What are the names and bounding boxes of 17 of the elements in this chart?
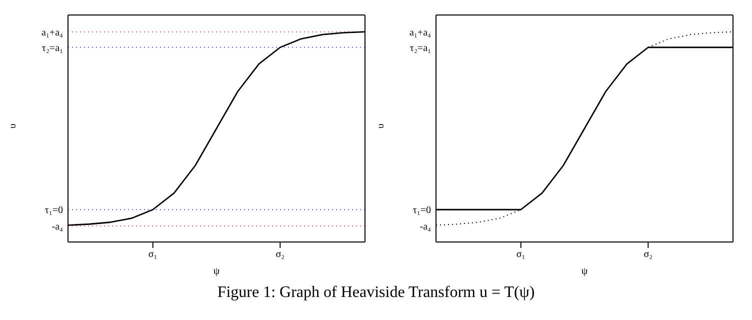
x-tick-label: σ₂ [276, 249, 285, 260]
caption: Figure 1: Graph of Heaviside Transform u = T(ψ) [216, 284, 536, 302]
ref-line-label: τ₂=a₁ [42, 42, 63, 54]
text: -a₄ [420, 221, 432, 232]
x-tick-label: σ₂ [644, 249, 653, 260]
y-axis-title: υ [8, 124, 19, 128]
x-axis-title: ψ [581, 266, 588, 277]
ref-line-label: -a₄ [52, 221, 64, 232]
text: τ₂=a₁ [410, 42, 431, 54]
y-axis-title: υ [376, 124, 387, 128]
text: a₁+a₄ [410, 27, 432, 38]
x-tick-label: σ₁ [148, 249, 158, 260]
text: τ₁=0 [412, 205, 431, 216]
ref-line-label: a₁+a₄ [42, 27, 64, 38]
x-axis-title: ψ [213, 266, 220, 277]
x-tick-label: σ₁ [516, 249, 526, 260]
ref-line-label: τ₁=0 [44, 205, 63, 216]
